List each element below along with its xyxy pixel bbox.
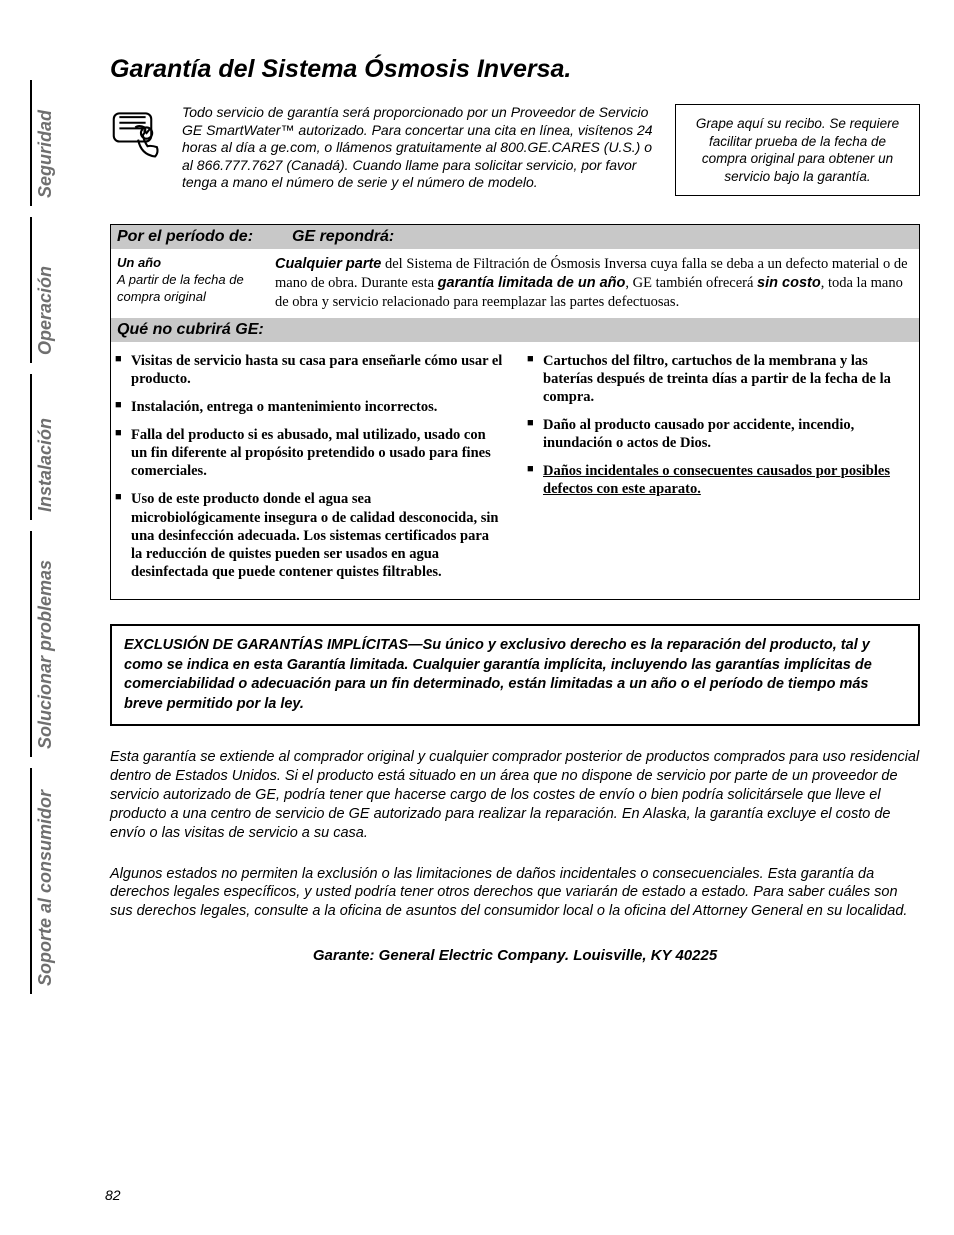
warranty-frame: Por el período de: GE repondrá: Un año A… [110,224,920,600]
receipt-box: Grape aquí su recibo. Se requiere facili… [675,104,920,196]
coverage-cell: Cualquier parte del Sistema de Filtració… [275,255,913,312]
exclusion-item: Falla del producto si es abusado, mal ut… [115,426,503,480]
coverage-t2: , GE también ofrecerá [625,275,757,291]
exclusion-item: Visitas de servicio hasta su casa para e… [115,352,503,388]
exclusions-right: Cartuchos del filtro, cartuchos de la me… [527,352,915,591]
side-tabs: Seguridad Operación Instalación Solucion… [30,80,72,999]
intro-row: Todo servicio de garantía será proporcio… [110,104,920,196]
exclusion-item: Instalación, entrega o mantenimiento inc… [115,398,503,416]
exclusions: Visitas de servicio hasta su casa para e… [111,342,919,599]
paragraph-1: Esta garantía se extiende al comprador o… [110,748,920,842]
implicit-warranty-box: EXCLUSIÓN DE GARANTÍAS IMPLÍCITAS—Su úni… [110,624,920,726]
coverage-cost: sin costo [757,275,821,291]
content: Garantía del Sistema Ósmosis Inversa. To… [110,55,920,964]
tab-solucionar: Solucionar problemas [30,531,56,757]
warranty-header-row: Por el período de: GE repondrá: [111,225,919,249]
phone-icon [110,104,170,169]
page-number: 82 [105,1187,121,1203]
paragraph-2: Algunos estados no permiten la exclusión… [110,865,920,922]
tab-seguridad: Seguridad [30,80,56,206]
coverage-lead: Cualquier parte [275,256,381,272]
coverage-mid: garantía limitada de un año [438,275,626,291]
page-title: Garantía del Sistema Ósmosis Inversa. [110,55,920,84]
warrantor-line: Garante: General Electric Company. Louis… [110,947,920,964]
tab-soporte: Soporte al consumidor [30,768,56,994]
col-period-header: Por el período de: [111,225,286,249]
exclusion-item: Uso de este producto donde el agua sea m… [115,490,503,581]
intro-text: Todo servicio de garantía será proporcio… [182,104,663,192]
page: Seguridad Operación Instalación Solucion… [0,0,954,1235]
exclusion-item: Daño al producto causado por accidente, … [527,416,915,452]
exclusion-item: Cartuchos del filtro, cartuchos de la me… [527,352,915,406]
exclusion-item: Daños incidentales o consecuentes causad… [527,462,915,498]
tab-operacion: Operación [30,217,56,363]
period-sub: A partir de la fecha de compra original [117,272,244,304]
warranty-body-row: Un año A partir de la fecha de compra or… [111,249,919,318]
exclusions-left: Visitas de servicio hasta su casa para e… [115,352,503,591]
not-covered-header: Qué no cubrirá GE: [111,318,919,342]
col-coverage-header: GE repondrá: [286,225,919,249]
period-cell: Un año A partir de la fecha de compra or… [117,255,275,312]
period-title: Un año [117,255,161,270]
tab-instalacion: Instalación [30,374,56,520]
